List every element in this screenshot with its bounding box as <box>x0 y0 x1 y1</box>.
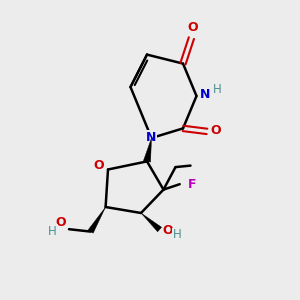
Text: O: O <box>55 216 66 229</box>
Text: F: F <box>188 178 196 191</box>
Polygon shape <box>141 213 162 232</box>
Text: H: H <box>48 225 57 238</box>
Polygon shape <box>143 138 152 162</box>
Text: H: H <box>212 83 221 96</box>
Text: N: N <box>146 131 156 144</box>
Text: O: O <box>211 124 221 137</box>
Text: O: O <box>188 21 198 34</box>
Text: O: O <box>163 224 173 237</box>
Text: O: O <box>93 159 104 172</box>
Text: H: H <box>172 228 182 242</box>
Text: N: N <box>200 88 211 101</box>
Polygon shape <box>88 207 106 233</box>
